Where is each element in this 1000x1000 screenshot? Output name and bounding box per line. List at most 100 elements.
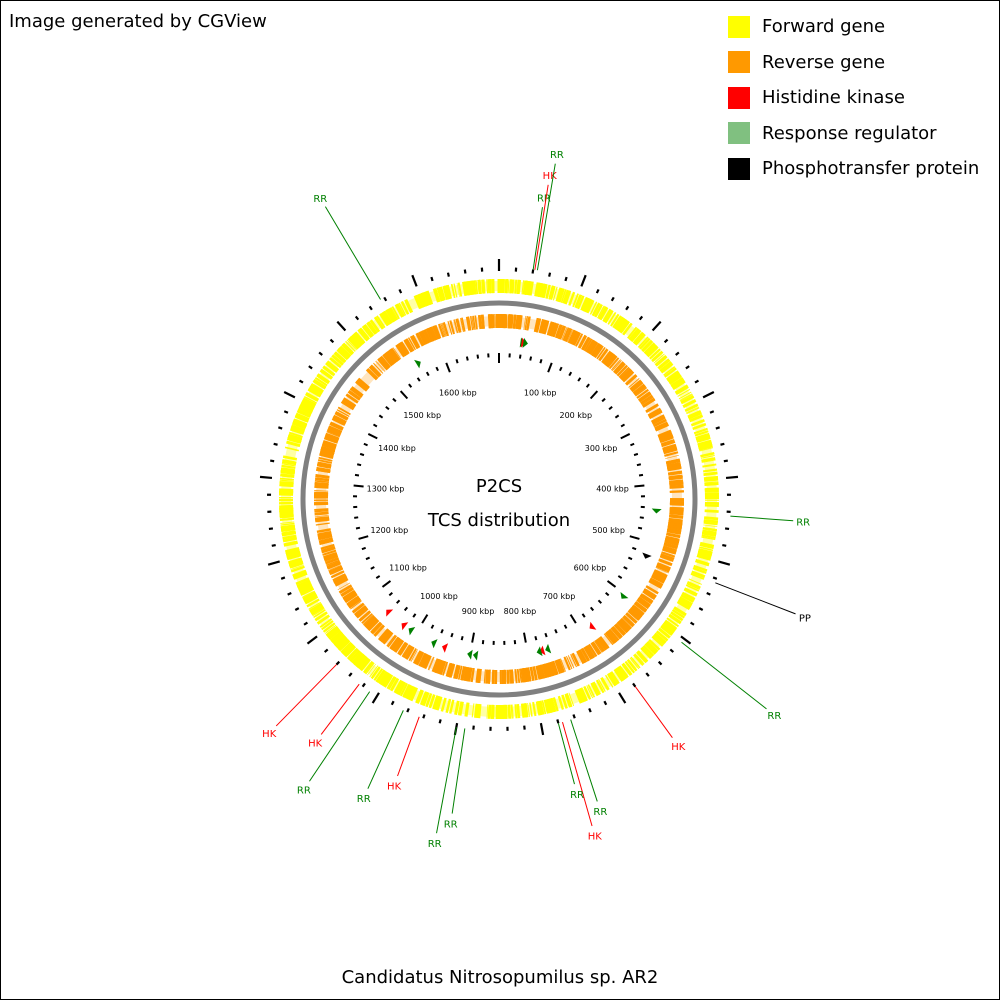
inner-minor-tick — [359, 452, 365, 457]
outer-major-tick — [411, 274, 418, 287]
forward-gene — [370, 666, 381, 679]
reverse-gene — [397, 343, 406, 357]
inner-major-tick — [358, 535, 369, 540]
forward-gene — [552, 286, 558, 301]
reverse-gene — [668, 472, 683, 476]
forward-gene — [325, 363, 337, 373]
reverse-gene — [669, 484, 684, 489]
forward-gene — [443, 285, 451, 300]
reverse-gene — [327, 561, 341, 570]
forward-gene — [675, 385, 689, 395]
forward-gene — [282, 535, 297, 540]
reverse-gene — [352, 603, 365, 614]
forward-gene — [541, 700, 547, 715]
reverse-gene — [606, 354, 618, 368]
reverse-gene — [410, 649, 418, 662]
reverse-gene — [550, 322, 558, 337]
forward-gene — [297, 581, 312, 590]
forward-gene — [652, 635, 665, 646]
forward-gene — [466, 281, 470, 296]
reverse-gene — [557, 325, 566, 340]
legend-label: Histidine kinase — [762, 87, 905, 109]
reverse-gene — [317, 463, 332, 468]
forward-gene — [279, 507, 294, 509]
forward-gene — [700, 452, 715, 457]
reverse-gene — [663, 542, 678, 549]
forward-gene — [553, 697, 559, 712]
outer-minor-tick — [694, 379, 700, 384]
forward-gene — [661, 363, 674, 374]
reverse-gene — [527, 667, 531, 682]
reverse-gene — [657, 429, 672, 437]
hk-marker — [386, 609, 394, 617]
forward-gene — [363, 323, 375, 337]
forward-gene — [688, 578, 702, 585]
forward-gene — [509, 279, 511, 294]
forward-gene — [534, 282, 540, 297]
reverse-gene — [611, 359, 621, 371]
reverse-gene — [448, 663, 456, 678]
rr-callout-line — [324, 206, 381, 300]
outer-major-tick — [371, 692, 380, 704]
reverse-gene — [314, 486, 329, 489]
reverse-gene — [404, 645, 414, 660]
outer-minor-tick — [669, 648, 675, 653]
reverse-gene — [578, 650, 586, 663]
reverse-gene — [402, 644, 411, 658]
reverse-gene — [625, 612, 638, 623]
forward-gene — [426, 693, 433, 708]
hk-callout-label: HK — [543, 171, 558, 182]
forward-gene — [279, 510, 294, 514]
reverse-gene — [649, 579, 663, 587]
inner-minor-tick — [614, 414, 620, 419]
forward-gene — [678, 597, 693, 606]
forward-gene — [522, 703, 527, 718]
forward-gene — [455, 700, 460, 715]
inner-minor-tick — [412, 613, 417, 618]
forward-gene — [403, 684, 411, 698]
forward-gene — [324, 624, 337, 634]
forward-gene — [299, 585, 313, 594]
reverse-gene — [603, 633, 614, 646]
reverse-gene — [314, 481, 329, 485]
forward-gene — [649, 348, 661, 360]
reverse-gene — [564, 328, 573, 343]
forward-gene — [631, 330, 642, 342]
reverse-gene — [558, 658, 565, 673]
forward-gene — [703, 476, 718, 480]
rr-marker — [431, 639, 438, 649]
reverse-gene — [560, 658, 566, 672]
reverse-gene — [472, 315, 476, 330]
reverse-gene — [382, 631, 394, 645]
forward-gene — [557, 695, 565, 710]
inner-minor-tick — [605, 591, 610, 597]
forward-gene — [303, 594, 318, 604]
reverse-gene — [341, 400, 355, 410]
rr-callout-label: RR — [796, 518, 810, 529]
rr-callout-line — [309, 691, 371, 782]
forward-gene — [699, 544, 714, 549]
reverse-gene — [460, 318, 464, 332]
forward-gene — [677, 599, 692, 609]
reverse-gene — [639, 392, 652, 403]
forward-gene — [282, 534, 297, 538]
reverse-gene — [581, 336, 590, 350]
legend-swatch-forward-gene — [728, 15, 750, 38]
inner-minor-tick — [633, 452, 639, 457]
inner-minor-tick — [636, 463, 642, 467]
forward-gene — [336, 349, 349, 361]
forward-gene — [694, 430, 709, 437]
reverse-gene — [490, 314, 494, 329]
forward-gene — [288, 431, 303, 438]
forward-gene — [303, 397, 317, 406]
forward-gene — [280, 471, 295, 475]
forward-gene — [445, 698, 452, 713]
tick-label: 800 kbp — [504, 607, 537, 616]
forward-gene — [621, 662, 633, 676]
forward-gene — [696, 555, 711, 561]
reverse-gene — [659, 555, 674, 562]
reverse-gene — [668, 474, 683, 479]
reverse-gene — [370, 621, 382, 634]
outer-minor-tick — [270, 459, 275, 463]
forward-gene — [297, 409, 311, 417]
